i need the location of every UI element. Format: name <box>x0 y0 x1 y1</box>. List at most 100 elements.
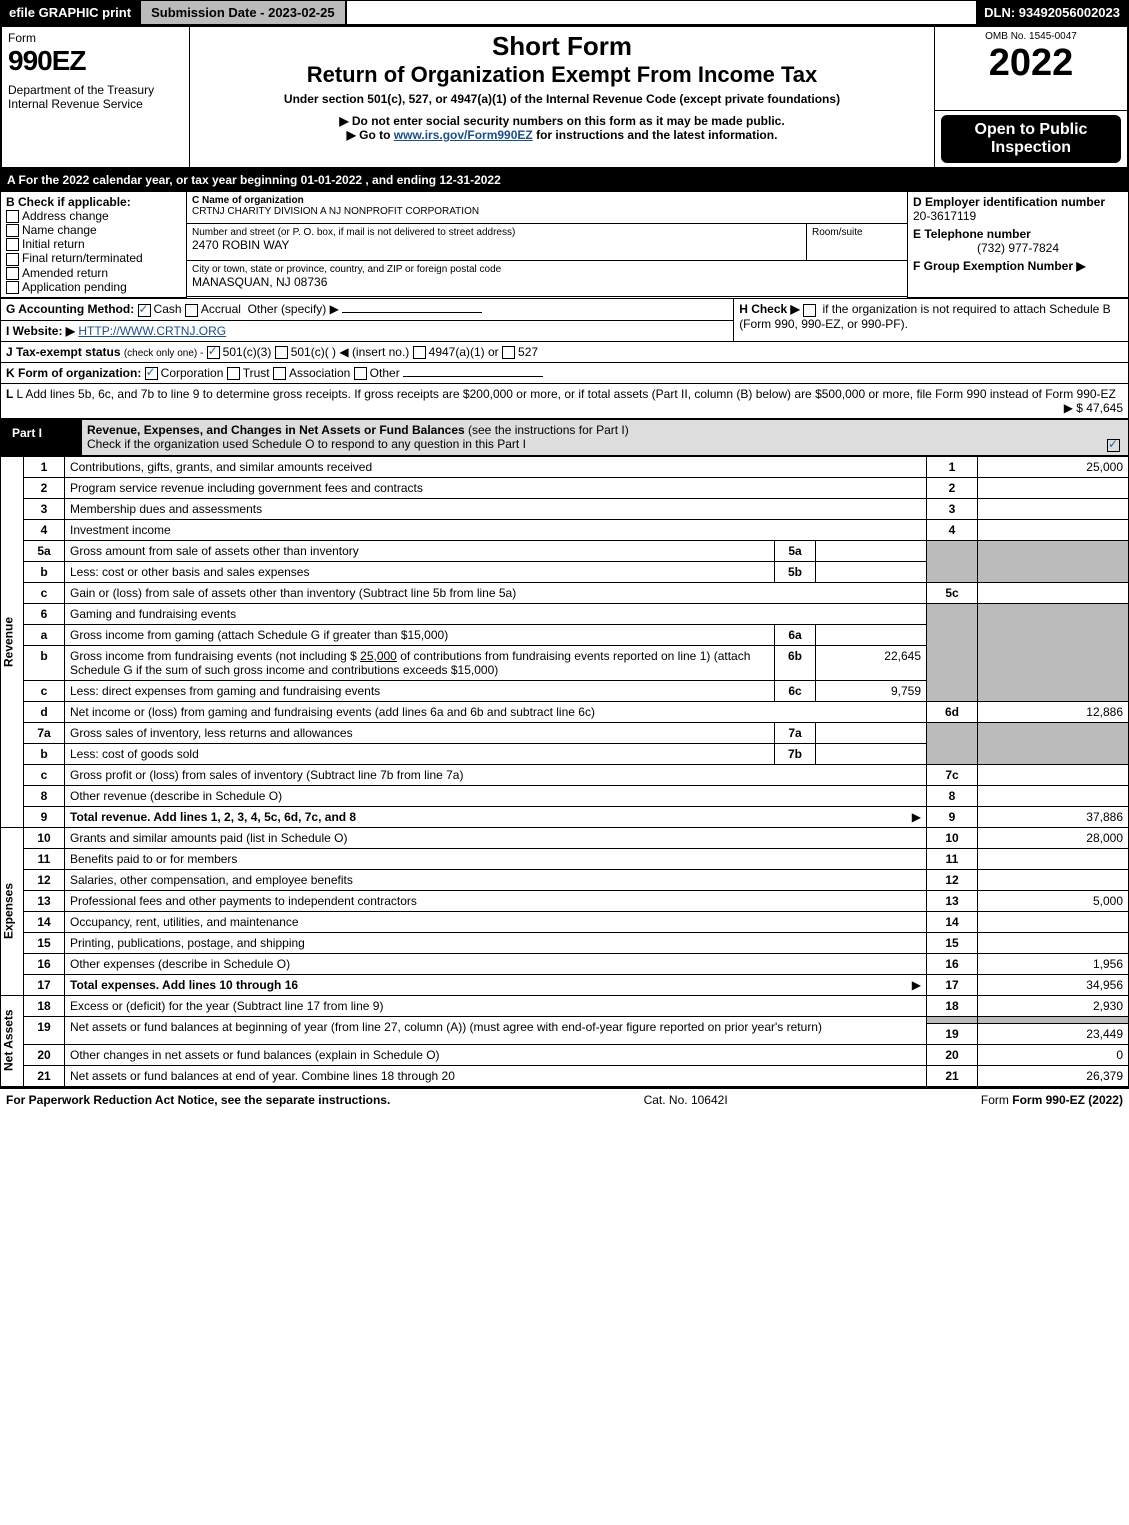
line-7c-desc: Gross profit or (loss) from sales of inv… <box>70 768 463 782</box>
label-amended-return: Amended return <box>22 266 108 280</box>
checkbox-corporation[interactable] <box>145 367 158 380</box>
go-to-suffix: for instructions and the latest informat… <box>533 128 778 142</box>
checkbox-amended-return[interactable] <box>6 267 19 280</box>
box-l-text: L Add lines 5b, 6c, and 7b to line 9 to … <box>16 387 1115 401</box>
line-15-val <box>978 932 1129 953</box>
label-other-org: Other <box>370 366 400 380</box>
box-f-label: F Group Exemption Number ▶ <box>913 259 1123 273</box>
line-21-val: 26,379 <box>978 1065 1129 1086</box>
box-h-label: H Check ▶ <box>739 302 800 316</box>
line-10-desc: Grants and similar amounts paid (list in… <box>70 831 347 845</box>
part1-inst: (see the instructions for Part I) <box>468 423 629 437</box>
box-i-label: I Website: ▶ <box>6 324 75 338</box>
checkbox-schedule-o[interactable] <box>1107 439 1120 452</box>
line-7a-desc: Gross sales of inventory, less returns a… <box>70 726 353 740</box>
line-11-val <box>978 848 1129 869</box>
line-4-desc: Investment income <box>70 523 171 537</box>
website-link[interactable]: HTTP://WWW.CRTNJ.ORG <box>78 324 226 338</box>
irs-label: Internal Revenue Service <box>8 97 183 111</box>
part1-title: Revenue, Expenses, and Changes in Net As… <box>87 423 465 437</box>
line-18-val: 2,930 <box>978 995 1129 1016</box>
line-1-val: 25,000 <box>978 456 1129 477</box>
checkbox-initial-return[interactable] <box>6 238 19 251</box>
line-14-val <box>978 911 1129 932</box>
line-6b-desc1: Gross income from fundraising events (no… <box>70 649 360 663</box>
line-13-val: 5,000 <box>978 890 1129 911</box>
line-6d-desc: Net income or (loss) from gaming and fun… <box>70 705 595 719</box>
part1-header: Part I Revenue, Expenses, and Changes in… <box>0 419 1129 455</box>
checkbox-name-change[interactable] <box>6 224 19 237</box>
box-g-label: G Accounting Method: <box>6 302 134 316</box>
irs-link[interactable]: www.irs.gov/Form990EZ <box>394 128 533 142</box>
line-9-desc: Total revenue. Add lines 1, 2, 3, 4, 5c,… <box>70 810 356 824</box>
checkbox-application-pending[interactable] <box>6 281 19 294</box>
checkbox-527[interactable] <box>502 346 515 359</box>
city-label: City or town, state or province, country… <box>192 264 902 275</box>
line-6-desc: Gaming and fundraising events <box>70 607 236 621</box>
line-12-desc: Salaries, other compensation, and employ… <box>70 873 353 887</box>
box-e-label: E Telephone number <box>913 227 1123 241</box>
line-3-val <box>978 498 1129 519</box>
label-501c: 501(c)( ) ◀ (insert no.) <box>291 345 410 359</box>
box-k-label: K Form of organization: <box>6 366 141 380</box>
box-j-small: (check only one) - <box>124 348 203 359</box>
line-11-desc: Benefits paid to or for members <box>70 852 237 866</box>
telephone: (732) 977-7824 <box>913 241 1123 255</box>
accounting-info: G Accounting Method: Cash Accrual Other … <box>0 298 1129 419</box>
revenue-lines: Revenue 1 Contributions, gifts, grants, … <box>0 456 1129 1087</box>
line-10-val: 28,000 <box>978 827 1129 848</box>
line-6c-ival: 9,759 <box>816 680 927 701</box>
open-public-inspection: Open to Public Inspection <box>941 115 1121 163</box>
checkbox-cash[interactable] <box>138 304 151 317</box>
expenses-vlabel: Expenses <box>1 827 24 995</box>
label-4947a1: 4947(a)(1) or <box>429 345 499 359</box>
line-19-desc: Net assets or fund balances at beginning… <box>70 1020 822 1034</box>
label-corporation: Corporation <box>161 366 224 380</box>
checkbox-association[interactable] <box>273 367 286 380</box>
checkbox-final-return[interactable] <box>6 253 19 266</box>
dept-treasury: Department of the Treasury <box>8 83 183 97</box>
line-17-desc: Total expenses. Add lines 10 through 16 <box>70 978 298 992</box>
label-name-change: Name change <box>22 223 97 237</box>
page-footer: For Paperwork Reduction Act Notice, see … <box>0 1087 1129 1111</box>
line-5b-desc: Less: cost or other basis and sales expe… <box>70 565 309 579</box>
form-revision: Form Form 990-EZ (2022) <box>981 1093 1123 1107</box>
ein: 20-3617119 <box>913 209 1123 223</box>
line-4-val <box>978 519 1129 540</box>
org-info-table: B Check if applicable: Address change Na… <box>0 191 1129 299</box>
form-header: Form 990EZ Department of the Treasury In… <box>0 25 1129 169</box>
part1-label: Part I <box>6 423 48 443</box>
line-6b-amt: 25,000 <box>360 649 397 663</box>
checkbox-4947a1[interactable] <box>413 346 426 359</box>
checkbox-501c[interactable] <box>275 346 288 359</box>
checkbox-schedule-b[interactable] <box>803 304 816 317</box>
line-8-val <box>978 785 1129 806</box>
label-cash: Cash <box>154 302 182 316</box>
section-a-tax-year: A For the 2022 calendar year, or tax yea… <box>0 169 1129 191</box>
checkbox-trust[interactable] <box>227 367 240 380</box>
line-5c-desc: Gain or (loss) from sale of assets other… <box>70 586 516 600</box>
line-17-val: 34,956 <box>978 974 1129 995</box>
line-12-val <box>978 869 1129 890</box>
city-state-zip: MANASQUAN, NJ 08736 <box>192 275 902 289</box>
gross-receipts: ▶ $ 47,645 <box>1064 401 1123 415</box>
checkbox-address-change[interactable] <box>6 210 19 223</box>
label-trust: Trust <box>243 366 270 380</box>
cat-number: Cat. No. 10642I <box>644 1093 728 1107</box>
label-527: 527 <box>518 345 538 359</box>
line-15-desc: Printing, publications, postage, and shi… <box>70 936 305 950</box>
checkbox-501c3[interactable] <box>207 346 220 359</box>
checkbox-accrual[interactable] <box>185 304 198 317</box>
line-21-desc: Net assets or fund balances at end of ye… <box>70 1069 455 1083</box>
line-1-desc: Contributions, gifts, grants, and simila… <box>70 460 372 474</box>
line-19-val: 23,449 <box>978 1023 1129 1044</box>
label-final-return: Final return/terminated <box>22 251 143 265</box>
line-18-desc: Excess or (deficit) for the year (Subtra… <box>70 999 383 1013</box>
label-association: Association <box>289 366 350 380</box>
line-20-desc: Other changes in net assets or fund bala… <box>70 1048 440 1062</box>
box-b-label: B Check if applicable: <box>6 195 181 209</box>
checkbox-other-org[interactable] <box>354 367 367 380</box>
form-number: 990EZ <box>8 45 183 77</box>
line-2-val <box>978 477 1129 498</box>
line-num-1: 1 <box>24 456 65 477</box>
